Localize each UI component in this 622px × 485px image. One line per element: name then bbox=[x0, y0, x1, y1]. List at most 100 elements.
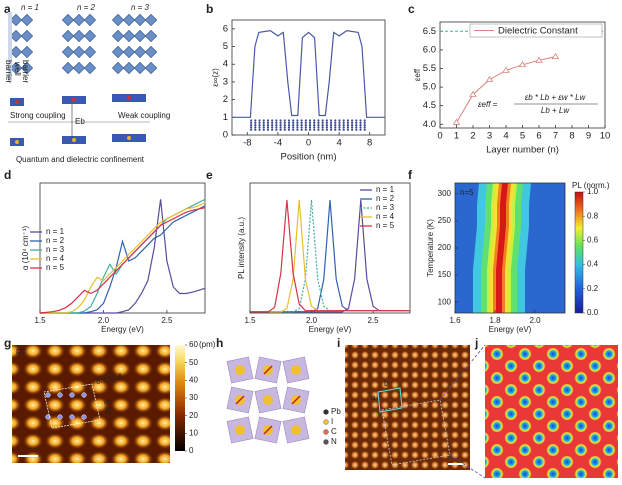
lattice-dot bbox=[258, 128, 261, 131]
lattice-dot bbox=[283, 123, 286, 127]
lattice-dot bbox=[250, 128, 253, 131]
lattice-dot bbox=[321, 119, 324, 122]
colorbar-tick-label: 0 bbox=[189, 446, 194, 455]
lattice-dot bbox=[275, 119, 278, 122]
iodine bbox=[235, 365, 245, 375]
lattice-dot bbox=[271, 126, 274, 129]
lattice-dot bbox=[300, 126, 303, 129]
lattice-dot bbox=[317, 121, 320, 124]
y-tick-label: 6.0 bbox=[423, 44, 436, 55]
lattice-dot bbox=[317, 119, 320, 122]
lattice-dot bbox=[346, 119, 349, 122]
octahedron bbox=[20, 29, 34, 43]
lattice-dot bbox=[355, 128, 358, 131]
x-tick-label: 1.8 bbox=[489, 316, 501, 325]
octahedron bbox=[9, 13, 23, 27]
unit-cell bbox=[43, 383, 101, 429]
lattice-dot bbox=[338, 121, 341, 124]
x-tick-label: 6 bbox=[536, 131, 541, 142]
octahedron bbox=[122, 45, 136, 59]
octahedron bbox=[83, 61, 97, 75]
octahedron bbox=[9, 61, 23, 75]
octahedron bbox=[20, 45, 34, 59]
atom bbox=[81, 414, 87, 420]
lattice-dot bbox=[359, 128, 362, 131]
lattice-dot bbox=[271, 121, 274, 124]
lattice-dot bbox=[359, 119, 362, 122]
lattice-dot bbox=[262, 121, 265, 124]
atom bbox=[69, 414, 75, 420]
lattice-dot bbox=[317, 128, 320, 131]
octahedron bbox=[61, 13, 75, 27]
octahedron bbox=[111, 29, 125, 43]
x-tick-label: 1.6 bbox=[449, 316, 461, 325]
formula-den: Lb + Lw bbox=[541, 106, 570, 115]
octahedron bbox=[144, 13, 158, 27]
lattice-dot bbox=[250, 126, 253, 129]
lattice-dot bbox=[300, 121, 303, 124]
colorbar-tick-label: 40 bbox=[189, 375, 198, 384]
legend-label: n = 2 bbox=[376, 194, 395, 203]
lattice-dot bbox=[313, 121, 316, 124]
lattice-dot bbox=[287, 128, 291, 131]
lattice-dot bbox=[292, 119, 295, 122]
y-tick-label: 300 bbox=[438, 189, 452, 198]
organic bbox=[235, 395, 245, 405]
lattice-dot bbox=[346, 128, 349, 131]
exciton bbox=[15, 140, 19, 144]
marker bbox=[452, 118, 461, 125]
organic bbox=[291, 395, 301, 405]
lattice-dot bbox=[355, 119, 358, 122]
colorbar-tick-label: 0.8 bbox=[587, 211, 599, 220]
octahedron bbox=[20, 13, 34, 27]
marker bbox=[551, 52, 560, 59]
lattice-dot bbox=[283, 121, 286, 124]
lattice-dot bbox=[279, 121, 282, 124]
x-tick-label: 8 bbox=[569, 131, 574, 142]
lattice-dot bbox=[279, 119, 282, 122]
lattice-dot bbox=[296, 123, 299, 127]
zoom-link bbox=[439, 344, 486, 401]
lattice-dot bbox=[296, 121, 299, 124]
lattice-dot bbox=[334, 121, 337, 124]
x-tick-label: 0 bbox=[437, 131, 442, 142]
series-line bbox=[40, 198, 206, 314]
lattice-dot bbox=[275, 121, 278, 124]
lattice-dot bbox=[283, 128, 286, 131]
octahedron bbox=[83, 13, 97, 27]
lattice-dot bbox=[363, 123, 366, 127]
y-tick-label: 4 bbox=[223, 59, 228, 70]
exciton bbox=[127, 96, 131, 100]
x-tick-label: 4 bbox=[503, 131, 508, 142]
atom bbox=[45, 392, 51, 398]
lattice-dot bbox=[287, 123, 291, 127]
layer-label: n = 3 bbox=[131, 3, 150, 12]
lattice-dot bbox=[250, 123, 253, 127]
lattice-dot bbox=[329, 128, 333, 131]
x-tick-label: 10 bbox=[600, 131, 611, 142]
lattice-dot bbox=[338, 119, 341, 122]
lattice-dot bbox=[292, 123, 295, 127]
plot-frame bbox=[439, 21, 606, 129]
legend-label: n = 1 bbox=[46, 227, 65, 236]
octahedron bbox=[61, 29, 75, 43]
lattice-dot bbox=[292, 126, 295, 129]
lattice-dot bbox=[254, 121, 257, 124]
lattice-dot bbox=[262, 123, 265, 127]
lattice-dot bbox=[346, 121, 349, 124]
colorbar-tick-label: 30 bbox=[189, 393, 198, 402]
panel-label: c bbox=[408, 2, 415, 16]
plot-frame bbox=[39, 182, 206, 314]
lattice-dot bbox=[363, 128, 366, 131]
y-tick-label: 5 bbox=[223, 41, 228, 52]
colorbar-tick-label: 0.0 bbox=[587, 308, 599, 317]
octahedron bbox=[133, 45, 147, 59]
octahedron bbox=[111, 61, 125, 75]
lattice-dot bbox=[359, 123, 362, 127]
octahedron bbox=[144, 61, 158, 75]
octahedron bbox=[9, 45, 23, 59]
colorbar-tick-label: 0.6 bbox=[587, 236, 599, 245]
lattice-dot bbox=[250, 121, 253, 124]
lattice-dot bbox=[279, 123, 282, 127]
